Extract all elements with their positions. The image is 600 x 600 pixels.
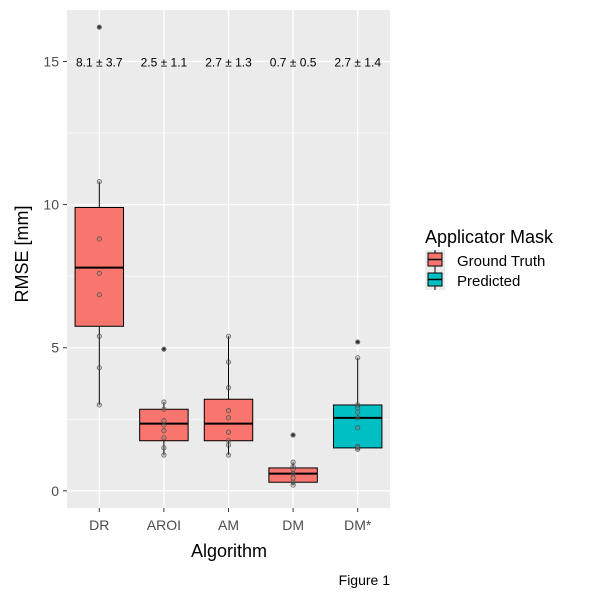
x-axis-title: Algorithm: [191, 541, 267, 561]
x-tick-label: DR: [89, 517, 109, 533]
outlier-point: [356, 340, 360, 344]
data-point: [96, 179, 102, 185]
annotations: 8.1 ± 3.7 2.5 ± 1.1 2.7 ± 1.3 0.7 ± 0.5 2.7 …: [76, 56, 381, 70]
legend-label: Predicted: [457, 273, 520, 290]
data-point: [161, 435, 167, 441]
data-point: [290, 479, 296, 485]
data-point: [225, 359, 232, 365]
boxplot-dm-star: [332, 339, 383, 452]
outlier-point: [97, 25, 101, 29]
boxplots: [74, 24, 383, 488]
data-point: [161, 422, 167, 428]
annotation-label: 2.7 ± 1.3: [205, 56, 252, 70]
y-axis: 0 5 10 15: [43, 54, 67, 499]
data-point: [225, 385, 232, 391]
data-point: [161, 418, 167, 424]
data-point: [161, 406, 167, 412]
boxplot-aroi: [139, 346, 189, 458]
x-tick-label: AM: [218, 517, 239, 533]
y-tick-label: 5: [51, 340, 59, 356]
x-axis: DR AROI AM DM DM*: [89, 508, 372, 533]
boxplot-am: [203, 333, 254, 458]
annotation-label: 8.1 ± 3.7: [76, 56, 123, 70]
data-point: [355, 445, 361, 451]
legend-entry-pred: Predicted: [425, 270, 520, 290]
data-point: [96, 292, 102, 298]
data-point: [225, 438, 232, 444]
data-point: [355, 415, 361, 421]
data-point: [96, 270, 102, 276]
data-point: [96, 236, 102, 242]
data-point: [225, 442, 232, 448]
legend: Applicator Mask Ground Truth Predicted: [425, 227, 554, 290]
data-point: [290, 463, 296, 470]
annotation-label: 2.7 ± 1.4: [334, 56, 381, 70]
data-point: [96, 24, 102, 30]
boxplot-dm: [268, 432, 318, 488]
data-point: [225, 333, 232, 339]
data-point: [161, 452, 167, 458]
data-point: [290, 432, 296, 438]
y-tick-label: 0: [51, 483, 59, 499]
data-point: [355, 355, 361, 361]
data-point: [225, 408, 232, 414]
data-point: [96, 402, 102, 408]
data-point: [161, 399, 167, 405]
data-point: [161, 445, 167, 451]
data-point: [96, 333, 102, 339]
y-tick-label: 15: [43, 54, 59, 70]
data-point: [290, 459, 296, 465]
x-tick-label: DM: [282, 517, 304, 533]
box-iqr: [268, 467, 318, 483]
x-tick-label: DM*: [344, 517, 372, 533]
data-point: [96, 365, 102, 371]
outlier-point: [162, 347, 166, 351]
annotation-label: 2.5 ± 1.1: [141, 56, 188, 70]
legend-entry-gt: Ground Truth: [425, 250, 545, 270]
annotation-label: 0.7 ± 0.5: [270, 56, 317, 70]
data-point: [225, 429, 232, 435]
data-point: [161, 428, 167, 434]
figure-caption: Figure 1: [339, 572, 391, 588]
data-point: [290, 475, 296, 481]
x-tick-label: AROI: [147, 517, 181, 533]
box-iqr: [332, 404, 383, 449]
data-point: [225, 452, 232, 458]
data-point: [225, 415, 232, 421]
data-point: [355, 402, 361, 408]
outlier-point: [291, 433, 295, 437]
y-axis-title: RMSE [mm]: [12, 206, 32, 303]
data-point: [355, 409, 361, 415]
legend-keys: Ground Truth Predicted: [425, 250, 545, 290]
data-point: [355, 425, 361, 431]
data-point: [290, 471, 296, 477]
legend-title: Applicator Mask: [425, 227, 554, 247]
data-point: [161, 346, 167, 352]
boxplot-dr: [74, 24, 125, 408]
data-point: [355, 443, 361, 450]
legend-label: Ground Truth: [457, 253, 545, 270]
y-tick-label: 10: [43, 197, 59, 213]
data-point: [355, 339, 361, 345]
